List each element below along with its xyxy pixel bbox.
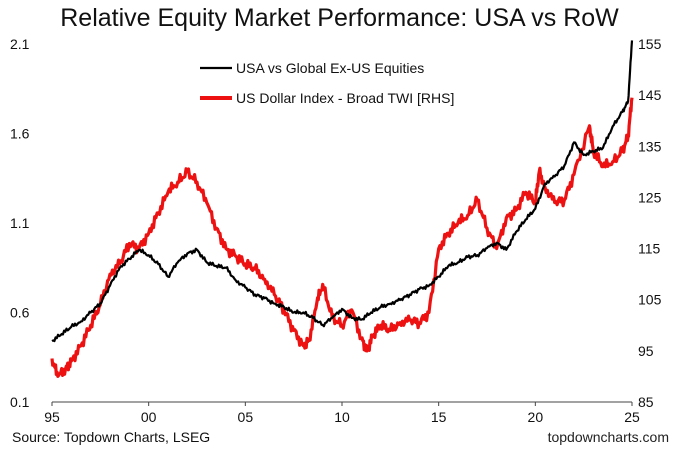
x-tick-label: 20 — [528, 409, 544, 425]
y-right-tick-label: 125 — [638, 189, 662, 205]
y-right-tick-label: 115 — [638, 241, 661, 257]
y-right-tick-label: 155 — [638, 36, 662, 52]
watermark: topdowncharts.com — [547, 429, 669, 445]
x-tick-label: 10 — [334, 409, 350, 425]
chart-title: Relative Equity Market Performance: USA … — [60, 4, 619, 32]
source-note: Source: Topdown Charts, LSEG — [12, 429, 211, 445]
y-left-tick-label: 0.6 — [10, 305, 30, 321]
x-tick-label: 25 — [624, 409, 640, 425]
x-tick-label: 00 — [141, 409, 157, 425]
y-right-tick-label: 135 — [638, 138, 662, 154]
y-left-tick-label: 2.1 — [10, 36, 30, 52]
legend-label: USA vs Global Ex-US Equities — [236, 60, 424, 76]
y-left-tick-label: 1.1 — [10, 215, 30, 231]
x-tick-label: 15 — [431, 409, 447, 425]
y-right-tick-label: 105 — [638, 292, 662, 308]
y-right-tick-label: 145 — [638, 87, 662, 103]
series-line-usa-vs-row — [51, 40, 634, 343]
x-tick-label: 05 — [238, 409, 254, 425]
legend-label: US Dollar Index - Broad TWI [RHS] — [236, 90, 454, 106]
y-left-tick-label: 1.6 — [10, 126, 30, 142]
y-right-tick-label: 95 — [638, 343, 654, 359]
y-right-tick-label: 85 — [638, 394, 654, 410]
series-line-usd-index — [50, 97, 634, 378]
x-tick-label: 95 — [44, 409, 60, 425]
y-left-tick-label: 0.1 — [10, 394, 30, 410]
